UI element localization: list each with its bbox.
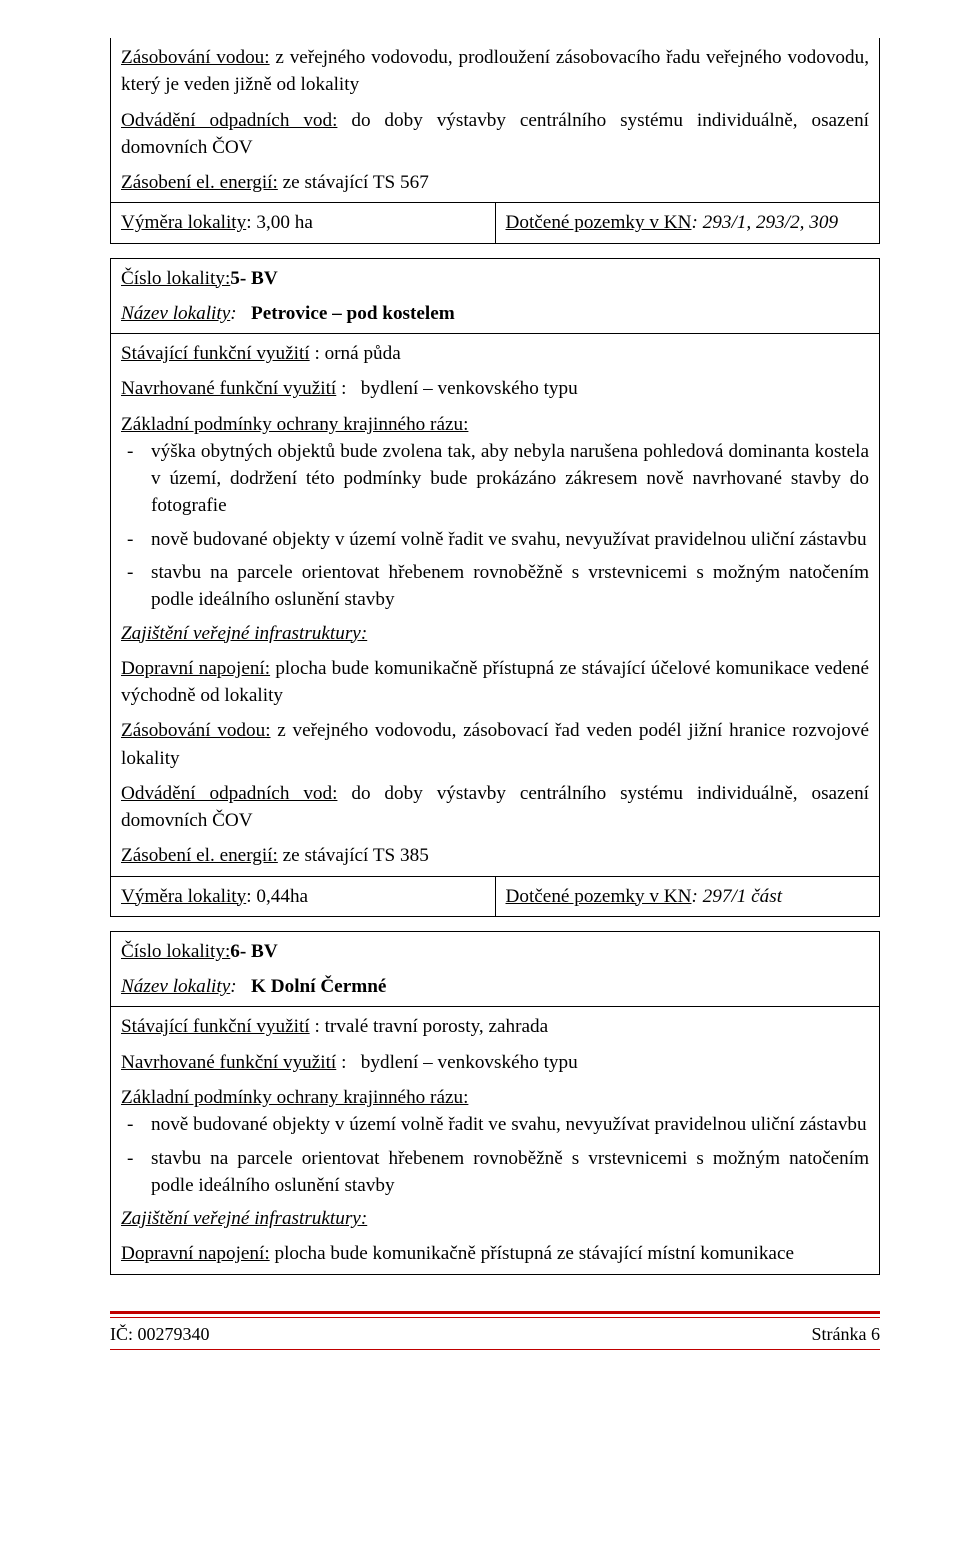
locality-number-label: Číslo lokality: <box>121 941 230 962</box>
locality-number-value: 6- BV <box>230 941 277 962</box>
existing-use-label: Stávající funkční využití <box>121 343 310 364</box>
condition-item: nově budované objekty v území volně řadi… <box>121 1111 869 1138</box>
conditions-list: výška obytných objektů bude zvolena tak,… <box>121 438 869 614</box>
page-footer: IČ: 00279340 Stránka 6 <box>110 1311 880 1351</box>
water-supply-label: Zásobování vodou: <box>121 47 270 68</box>
existing-use-value: orná půda <box>325 343 401 364</box>
energy-text: ze stávající TS 567 <box>283 172 429 193</box>
locality-box-6bv: Číslo lokality:6- BV Název lokality: K D… <box>110 931 880 1275</box>
plots-value: 297/1 část <box>703 886 782 907</box>
condition-item: stavbu na parcele orientovat hřebenem ro… <box>121 1145 869 1200</box>
energy-text: ze stávající TS 385 <box>283 845 429 866</box>
proposed-use-value: bydlení – venkovského typu <box>361 378 578 399</box>
infrastructure-heading: Zajištění veřejné infrastruktury: <box>121 1205 869 1232</box>
water-supply-row: Zásobování vodou: z veřejného vodovodu, … <box>121 44 869 99</box>
proposed-use-row: Navrhované funkční využití : bydlení – v… <box>121 1049 869 1076</box>
plots-label: Dotčené pozemky v KN <box>506 212 692 233</box>
conditions-list: nově budované objekty v území volně řadi… <box>121 1111 869 1199</box>
energy-label: Zásobení el. energií: <box>121 172 278 193</box>
conditions-heading: Základní podmínky ochrany krajinného ráz… <box>121 411 869 438</box>
locality-number-value: 5- BV <box>230 268 277 289</box>
footer-page-number: Stránka 6 <box>812 1322 880 1348</box>
energy-row: Zásobení el. energií: ze stávající TS 56… <box>121 169 869 196</box>
document-page: Zásobování vodou: z veřejného vodovodu, … <box>0 0 960 1380</box>
water-supply-label: Zásobování vodou: <box>121 720 271 741</box>
area-label: Výměra lokality <box>121 886 246 907</box>
waste-label: Odvádění odpadních vod: <box>121 110 337 131</box>
waste-row: Odvádění odpadních vod: do doby výstavby… <box>121 107 869 162</box>
condition-item: nově budované objekty v území volně řadi… <box>121 526 869 553</box>
existing-use-value: trvalé travní porosty, zahrada <box>325 1016 549 1037</box>
traffic-row: Dopravní napojení: plocha bude komunikač… <box>121 655 869 710</box>
water-supply-row: Zásobování vodou: z veřejného vodovodu, … <box>121 717 869 772</box>
traffic-row: Dopravní napojení: plocha bude komunikač… <box>121 1240 869 1267</box>
area-value: 0,44ha <box>256 886 308 907</box>
waste-row: Odvádění odpadních vod: do doby výstavby… <box>121 780 869 835</box>
area-plots-row: Výměra lokality: 3,00 ha Dotčené pozemky… <box>111 202 879 242</box>
area-label: Výměra lokality <box>121 212 246 233</box>
locality-name-value: K Dolní Čermné <box>251 976 386 997</box>
waste-label: Odvádění odpadních vod: <box>121 783 337 804</box>
locality-name-label: Název lokality <box>121 303 230 324</box>
locality-name-row: Název lokality: Petrovice – pod kostelem <box>121 300 869 327</box>
locality-name-label: Název lokality <box>121 976 230 997</box>
existing-use-row: Stávající funkční využití : trvalé travn… <box>121 1013 869 1040</box>
energy-row: Zásobení el. energií: ze stávající TS 38… <box>121 842 869 869</box>
plots-label: Dotčené pozemky v KN <box>506 886 692 907</box>
locality-name-row: Název lokality: K Dolní Čermné <box>121 973 869 1000</box>
proposed-use-label: Navrhované funkční využití <box>121 378 336 399</box>
locality-box-continued: Zásobování vodou: z veřejného vodovodu, … <box>110 38 880 244</box>
area-plots-row: Výměra lokality: 0,44ha Dotčené pozemky … <box>111 876 879 916</box>
condition-item: výška obytných objektů bude zvolena tak,… <box>121 438 869 520</box>
area-value: 3,00 ha <box>256 212 313 233</box>
plots-value: 293/1, 293/2, 309 <box>703 212 838 233</box>
existing-use-label: Stávající funkční využití <box>121 1016 310 1037</box>
condition-item: stavbu na parcele orientovat hřebenem ro… <box>121 559 869 614</box>
locality-number-label: Číslo lokality: <box>121 268 230 289</box>
locality-name-value: Petrovice – pod kostelem <box>251 303 455 324</box>
proposed-use-row: Navrhované funkční využití : bydlení – v… <box>121 375 869 402</box>
traffic-text: plocha bude komunikačně přístupná ze stá… <box>274 1243 794 1264</box>
proposed-use-label: Navrhované funkční využití <box>121 1052 336 1073</box>
conditions-heading: Základní podmínky ochrany krajinného ráz… <box>121 1084 869 1111</box>
locality-number-row: Číslo lokality:6- BV <box>121 938 869 965</box>
locality-number-row: Číslo lokality:5- BV <box>121 265 869 292</box>
proposed-use-value: bydlení – venkovského typu <box>361 1052 578 1073</box>
existing-use-row: Stávající funkční využití : orná půda <box>121 340 869 367</box>
traffic-label: Dopravní napojení: <box>121 1243 270 1264</box>
infrastructure-heading: Zajištění veřejné infrastruktury: <box>121 620 869 647</box>
footer-ic: IČ: 00279340 <box>110 1322 210 1348</box>
traffic-label: Dopravní napojení: <box>121 658 270 679</box>
energy-label: Zásobení el. energií: <box>121 845 278 866</box>
locality-box-5bv: Číslo lokality:5- BV Název lokality: Pet… <box>110 258 880 917</box>
